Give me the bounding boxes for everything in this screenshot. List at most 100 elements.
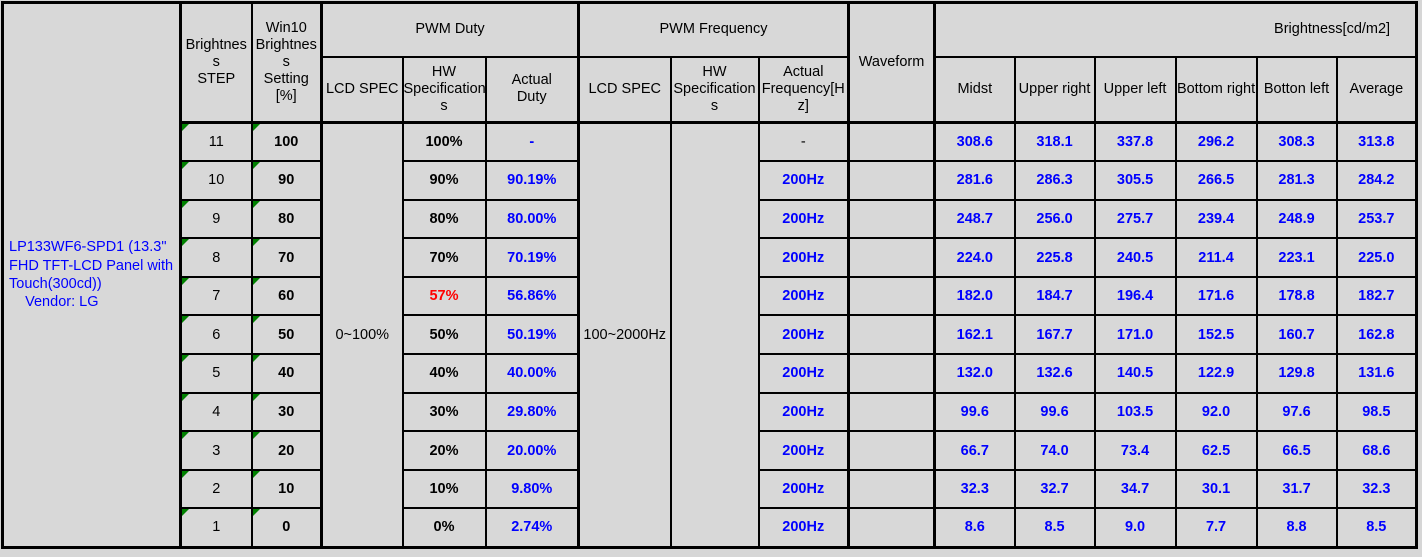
brightness-cell[interactable]: 196.4 xyxy=(1093,275,1177,317)
brightness-cell[interactable]: 34.7 xyxy=(1093,468,1177,510)
hw-duty-cell[interactable]: 20% xyxy=(401,430,487,471)
brightness-cell[interactable]: 178.8 xyxy=(1255,275,1338,317)
header-pwm-duty[interactable]: PWM Duty xyxy=(320,1,580,58)
brightness-cell[interactable]: 182.7 xyxy=(1335,275,1418,317)
brightness-cell[interactable]: 8.8 xyxy=(1255,507,1338,549)
brightness-cell[interactable]: 281.6 xyxy=(933,160,1016,201)
win10-setting-cell[interactable]: 60 xyxy=(250,275,323,317)
step-cell[interactable]: 2 xyxy=(179,468,253,510)
actual-frequency-cell[interactable]: 200Hz xyxy=(757,507,850,549)
waveform-cell[interactable] xyxy=(847,121,936,163)
step-cell[interactable]: 6 xyxy=(179,314,253,356)
header-lcd-spec-duty[interactable]: LCD SPEC xyxy=(320,55,404,124)
actual-duty-cell[interactable]: 9.80% xyxy=(484,468,580,510)
hw-duty-cell[interactable]: 57% xyxy=(401,275,487,317)
brightness-cell[interactable]: 224.0 xyxy=(933,237,1016,278)
brightness-cell[interactable]: 66.7 xyxy=(933,430,1016,471)
hw-duty-cell[interactable]: 50% xyxy=(401,314,487,356)
brightness-cell[interactable]: 140.5 xyxy=(1093,353,1177,394)
step-cell[interactable]: 4 xyxy=(179,391,253,433)
actual-duty-cell[interactable]: 40.00% xyxy=(484,353,580,394)
header-botton-left[interactable]: Botton left xyxy=(1255,55,1338,124)
brightness-cell[interactable]: 184.7 xyxy=(1013,275,1096,317)
brightness-cell[interactable]: 103.5 xyxy=(1093,391,1177,433)
brightness-cell[interactable]: 308.3 xyxy=(1255,121,1338,163)
brightness-cell[interactable]: 253.7 xyxy=(1335,198,1418,240)
brightness-cell[interactable]: 73.4 xyxy=(1093,430,1177,471)
brightness-cell[interactable]: 162.1 xyxy=(933,314,1016,356)
header-upper-right[interactable]: Upper right xyxy=(1013,55,1096,124)
brightness-cell[interactable]: 129.8 xyxy=(1255,353,1338,394)
brightness-cell[interactable]: 171.0 xyxy=(1093,314,1177,356)
actual-frequency-cell[interactable]: 200Hz xyxy=(757,198,850,240)
brightness-cell[interactable]: 160.7 xyxy=(1255,314,1338,356)
brightness-cell[interactable]: 9.0 xyxy=(1093,507,1177,549)
brightness-cell[interactable]: 62.5 xyxy=(1174,430,1258,471)
win10-setting-cell[interactable]: 20 xyxy=(250,430,323,471)
header-waveform[interactable]: Waveform xyxy=(847,1,936,124)
actual-frequency-cell[interactable]: 200Hz xyxy=(757,430,850,471)
brightness-cell[interactable]: 248.7 xyxy=(933,198,1016,240)
win10-setting-cell[interactable]: 40 xyxy=(250,353,323,394)
win10-setting-cell[interactable]: 30 xyxy=(250,391,323,433)
waveform-cell[interactable] xyxy=(847,430,936,471)
brightness-cell[interactable]: 318.1 xyxy=(1013,121,1096,163)
brightness-cell[interactable]: 313.8 xyxy=(1335,121,1418,163)
waveform-cell[interactable] xyxy=(847,275,936,317)
brightness-cell[interactable]: 275.7 xyxy=(1093,198,1177,240)
hw-duty-cell[interactable]: 80% xyxy=(401,198,487,240)
brightness-cell[interactable]: 98.5 xyxy=(1335,391,1418,433)
brightness-cell[interactable]: 8.6 xyxy=(933,507,1016,549)
brightness-cell[interactable]: 132.0 xyxy=(933,353,1016,394)
brightness-cell[interactable]: 99.6 xyxy=(933,391,1016,433)
waveform-cell[interactable] xyxy=(847,198,936,240)
waveform-cell[interactable] xyxy=(847,237,936,278)
brightness-cell[interactable]: 266.5 xyxy=(1174,160,1258,201)
step-cell[interactable]: 7 xyxy=(179,275,253,317)
brightness-cell[interactable]: 68.6 xyxy=(1335,430,1418,471)
brightness-cell[interactable]: 131.6 xyxy=(1335,353,1418,394)
brightness-cell[interactable]: 32.7 xyxy=(1013,468,1096,510)
brightness-cell[interactable]: 162.8 xyxy=(1335,314,1418,356)
hw-duty-cell[interactable]: 40% xyxy=(401,353,487,394)
hw-duty-cell[interactable]: 0% xyxy=(401,507,487,549)
step-cell[interactable]: 8 xyxy=(179,237,253,278)
brightness-cell[interactable]: 281.3 xyxy=(1255,160,1338,201)
brightness-cell[interactable]: 337.8 xyxy=(1093,121,1177,163)
brightness-cell[interactable]: 152.5 xyxy=(1174,314,1258,356)
brightness-cell[interactable]: 92.0 xyxy=(1174,391,1258,433)
waveform-cell[interactable] xyxy=(847,507,936,549)
actual-duty-cell[interactable]: 70.19% xyxy=(484,237,580,278)
brightness-cell[interactable]: 167.7 xyxy=(1013,314,1096,356)
step-cell[interactable]: 1 xyxy=(179,507,253,549)
waveform-cell[interactable] xyxy=(847,314,936,356)
header-average[interactable]: Average xyxy=(1335,55,1418,124)
win10-setting-cell[interactable]: 100 xyxy=(250,121,323,163)
header-win10-setting[interactable]: Win10 Brightnes s Setting [%] xyxy=(250,1,323,124)
header-midst[interactable]: Midst xyxy=(933,55,1016,124)
hw-duty-cell[interactable]: 70% xyxy=(401,237,487,278)
brightness-cell[interactable]: 296.2 xyxy=(1174,121,1258,163)
actual-duty-cell[interactable]: 56.86% xyxy=(484,275,580,317)
actual-duty-cell[interactable]: 90.19% xyxy=(484,160,580,201)
brightness-cell[interactable]: 305.5 xyxy=(1093,160,1177,201)
brightness-cell[interactable]: 240.5 xyxy=(1093,237,1177,278)
actual-frequency-cell[interactable]: 200Hz xyxy=(757,468,850,510)
hw-duty-cell[interactable]: 100% xyxy=(401,121,487,163)
brightness-cell[interactable]: 122.9 xyxy=(1174,353,1258,394)
step-cell[interactable]: 5 xyxy=(179,353,253,394)
brightness-cell[interactable]: 97.6 xyxy=(1255,391,1338,433)
win10-setting-cell[interactable]: 0 xyxy=(250,507,323,549)
brightness-cell[interactable]: 132.6 xyxy=(1013,353,1096,394)
brightness-cell[interactable]: 7.7 xyxy=(1174,507,1258,549)
step-cell[interactable]: 3 xyxy=(179,430,253,471)
header-hw-spec-frequency[interactable]: HW Specification s xyxy=(669,55,760,124)
actual-duty-cell[interactable]: 50.19% xyxy=(484,314,580,356)
brightness-cell[interactable]: 171.6 xyxy=(1174,275,1258,317)
brightness-cell[interactable]: 8.5 xyxy=(1335,507,1418,549)
brightness-cell[interactable]: 225.8 xyxy=(1013,237,1096,278)
panel-info-cell[interactable]: LP133WF6-SPD1 (13.3" FHD TFT-LCD Panel w… xyxy=(1,1,182,549)
header-hw-spec-duty[interactable]: HW Specification s xyxy=(401,55,487,124)
brightness-cell[interactable]: 225.0 xyxy=(1335,237,1418,278)
actual-frequency-cell[interactable]: 200Hz xyxy=(757,237,850,278)
